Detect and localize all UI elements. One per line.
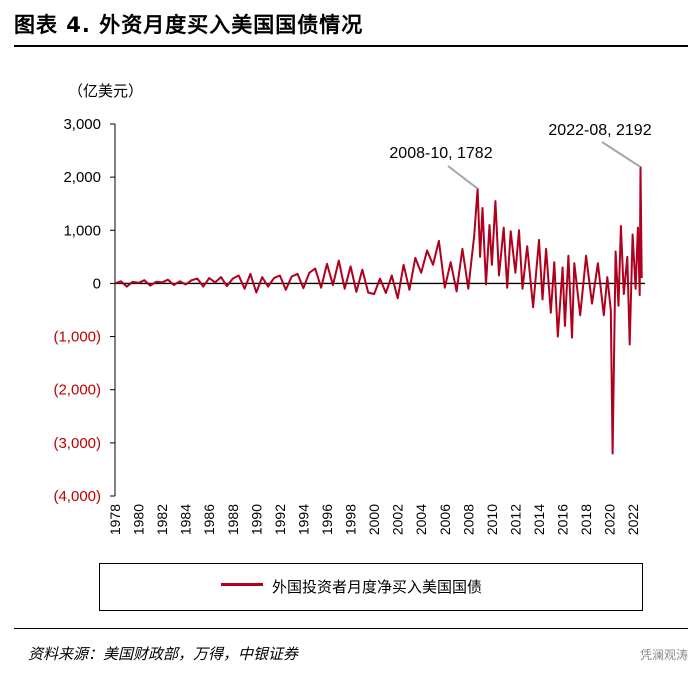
x-tick-label: 2014 xyxy=(531,504,547,535)
x-tick-label: 1986 xyxy=(201,504,217,535)
y-tick-label: 0 xyxy=(93,275,101,292)
unit-label: （亿美元） xyxy=(68,82,144,100)
x-tick-label: 1982 xyxy=(154,504,170,535)
x-tick-label: 1990 xyxy=(248,504,264,535)
legend-swatch xyxy=(221,582,263,586)
x-tick-label: 2006 xyxy=(437,504,453,535)
y-axis: 3,000 2,000 1,000 0 (1,000) (2,000) (3,000) (4,… xyxy=(53,116,115,505)
x-tick-label: 1994 xyxy=(295,504,311,535)
x-axis: 1978 1980 1982 1984 1986 1988 1990 1992 1994 1996… xyxy=(107,504,641,535)
y-tick-label: 3,000 xyxy=(63,116,101,133)
y-tick-label: (3,000) xyxy=(53,435,101,452)
x-tick-label: 2020 xyxy=(602,504,618,535)
x-tick-label: 1978 xyxy=(107,504,123,535)
x-tick-label: 1992 xyxy=(272,504,288,535)
series-line xyxy=(114,165,643,455)
x-tick-label: 2002 xyxy=(390,504,406,535)
y-tick-label: (4,000) xyxy=(53,488,101,505)
watermark: 凭澜观涛 xyxy=(639,648,688,662)
y-tick-label: (2,000) xyxy=(53,382,101,399)
source-note: 资料来源：美国财政部，万得，中银证券 xyxy=(28,645,299,663)
y-tick-label: 1,000 xyxy=(63,222,101,239)
x-tick-label: 1998 xyxy=(343,504,359,535)
source-rule xyxy=(14,628,688,629)
x-tick-label: 1988 xyxy=(225,504,241,535)
legend-label: 外国投资者月度净买入美国国债 xyxy=(272,578,483,596)
legend: 外国投资者月度净买入美国国债 xyxy=(99,563,643,611)
x-tick-label: 2022 xyxy=(625,504,641,535)
chart-title: 图表 4. 外资月度买入美国国债情况 xyxy=(14,13,364,37)
annotation-leader xyxy=(447,165,479,190)
x-tick-label: 2000 xyxy=(366,504,382,535)
x-tick-label: 1984 xyxy=(178,504,194,535)
x-tick-label: 2012 xyxy=(507,504,523,535)
x-tick-label: 2018 xyxy=(578,504,594,535)
x-tick-label: 1980 xyxy=(131,504,147,535)
x-tick-label: 1996 xyxy=(319,504,335,535)
annotations: 2008-10, 1782 2022-08, 2192 xyxy=(389,122,652,190)
x-tick-label: 2016 xyxy=(555,504,571,535)
x-tick-label: 2004 xyxy=(413,504,429,535)
annotation-label: 2008-10, 1782 xyxy=(389,145,492,162)
annotation-leader xyxy=(601,141,642,168)
y-tick-label: (1,000) xyxy=(53,329,101,346)
annotation-label: 2022-08, 2192 xyxy=(548,122,651,139)
title-rule xyxy=(14,45,688,47)
x-tick-label: 2008 xyxy=(460,504,476,535)
x-tick-label: 2010 xyxy=(484,504,500,535)
y-tick-label: 2,000 xyxy=(63,169,101,186)
